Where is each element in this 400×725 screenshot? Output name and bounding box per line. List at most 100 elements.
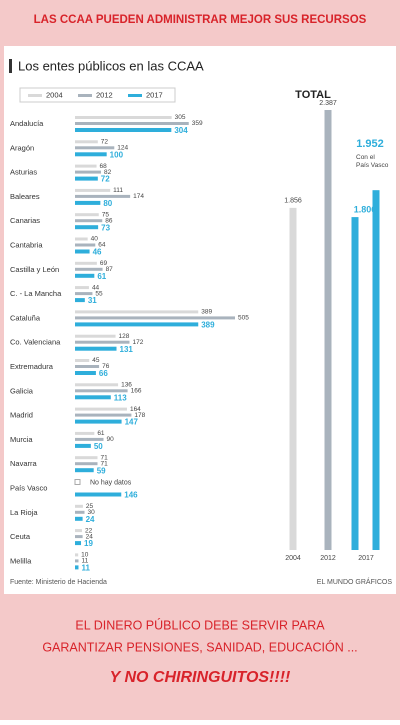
bar bbox=[75, 413, 132, 417]
category-label: Galicia bbox=[10, 386, 34, 395]
bar bbox=[75, 510, 85, 514]
bar bbox=[75, 365, 100, 368]
bar bbox=[75, 292, 93, 296]
category-label: La Rioja bbox=[10, 508, 38, 517]
value-label: 90 bbox=[107, 436, 115, 443]
x-tick-label: 2012 bbox=[320, 555, 336, 562]
value-label: 30 bbox=[88, 509, 96, 516]
value-label: 86 bbox=[105, 217, 113, 224]
value-label: 40 bbox=[91, 236, 99, 243]
value-label: 80 bbox=[103, 199, 112, 208]
value-label: 44 bbox=[92, 284, 100, 291]
value-label: 55 bbox=[95, 290, 103, 297]
total-title: TOTAL bbox=[295, 89, 331, 101]
header-title: LAS CCAA PUEDEN ADMINISTRAR MEJOR SUS RE… bbox=[34, 14, 367, 26]
chart-panel bbox=[4, 46, 396, 594]
value-label: 178 bbox=[134, 412, 145, 419]
x-tick-label: 2004 bbox=[285, 555, 301, 562]
value-label: 10 bbox=[81, 552, 89, 559]
value-label: 164 bbox=[130, 406, 141, 413]
bar bbox=[75, 456, 98, 460]
bar bbox=[75, 504, 83, 508]
value-label: 45 bbox=[92, 357, 100, 364]
category-label: Asturias bbox=[10, 168, 37, 177]
category-label: Cataluña bbox=[10, 313, 41, 322]
value-label: 76 bbox=[102, 363, 110, 370]
value-label: 124 bbox=[117, 145, 128, 152]
bar bbox=[75, 219, 103, 223]
total-value-label: 1.952 bbox=[356, 138, 384, 150]
value-label: 389 bbox=[201, 309, 212, 316]
value-label: 131 bbox=[120, 345, 134, 354]
value-label: 11 bbox=[81, 564, 90, 573]
credit: EL MUNDO GRÁFICOS bbox=[317, 577, 393, 586]
value-label: 359 bbox=[192, 120, 203, 127]
bar bbox=[75, 553, 79, 557]
bar bbox=[75, 322, 199, 327]
value-label: 72 bbox=[101, 139, 109, 146]
legend-swatch bbox=[128, 94, 142, 97]
category-label: Aragón bbox=[10, 143, 34, 152]
bar bbox=[75, 298, 85, 303]
annotation: Con el bbox=[356, 154, 375, 161]
value-label: 24 bbox=[86, 515, 95, 524]
bar bbox=[75, 334, 116, 338]
bar bbox=[75, 462, 98, 466]
total-bar bbox=[351, 217, 359, 550]
value-label: 59 bbox=[97, 466, 106, 475]
value-label: 68 bbox=[100, 163, 108, 170]
total-bar bbox=[324, 110, 332, 550]
category-label: Navarra bbox=[10, 459, 38, 468]
total-bar bbox=[289, 207, 297, 550]
bar bbox=[75, 389, 128, 393]
value-label: 136 bbox=[121, 382, 132, 389]
bar bbox=[75, 128, 172, 132]
slogan: Y NO CHIRINGUITOS!!!! bbox=[110, 669, 291, 686]
bar bbox=[75, 565, 79, 570]
value-label: 66 bbox=[99, 369, 108, 378]
bar bbox=[75, 122, 189, 125]
category-label: Madrid bbox=[10, 411, 33, 420]
value-label: 22 bbox=[85, 527, 93, 534]
value-label: 166 bbox=[131, 388, 142, 395]
value-label: 128 bbox=[119, 333, 130, 340]
bar bbox=[75, 340, 130, 344]
bar bbox=[75, 146, 115, 150]
bar bbox=[75, 419, 122, 424]
bar bbox=[75, 200, 101, 205]
value-label: 50 bbox=[94, 442, 103, 451]
footer-line: GARANTIZAR PENSIONES, SANIDAD, EDUCACIÓN… bbox=[42, 639, 357, 654]
category-label: C. - La Mancha bbox=[10, 289, 62, 298]
category-label: Melilla bbox=[10, 556, 32, 565]
value-label: 64 bbox=[98, 242, 106, 249]
annotation: País Vasco bbox=[356, 162, 389, 169]
bar bbox=[75, 395, 111, 400]
legend-swatch bbox=[28, 94, 42, 97]
value-label: 31 bbox=[88, 296, 97, 305]
value-label: 24 bbox=[86, 533, 94, 540]
bar bbox=[75, 431, 95, 435]
bar bbox=[75, 492, 122, 497]
bar bbox=[75, 383, 119, 387]
category-label: Co. Valenciana bbox=[10, 338, 61, 347]
value-label: 61 bbox=[97, 272, 106, 281]
value-label: 87 bbox=[106, 266, 114, 273]
value-label: 46 bbox=[93, 248, 102, 257]
total-bar bbox=[372, 190, 380, 550]
value-label: 82 bbox=[104, 169, 112, 176]
bar bbox=[75, 407, 127, 411]
bar bbox=[75, 437, 104, 441]
bar bbox=[75, 273, 95, 278]
bar bbox=[75, 140, 98, 144]
value-label: 304 bbox=[174, 126, 188, 135]
category-label: Cantabria bbox=[10, 240, 43, 249]
bar bbox=[75, 535, 83, 539]
legend-box bbox=[19, 87, 176, 103]
category-label: Baleares bbox=[10, 192, 40, 201]
value-label: 71 bbox=[100, 454, 108, 461]
bar bbox=[75, 176, 98, 181]
value-label: 505 bbox=[238, 315, 249, 322]
bar bbox=[75, 237, 88, 241]
